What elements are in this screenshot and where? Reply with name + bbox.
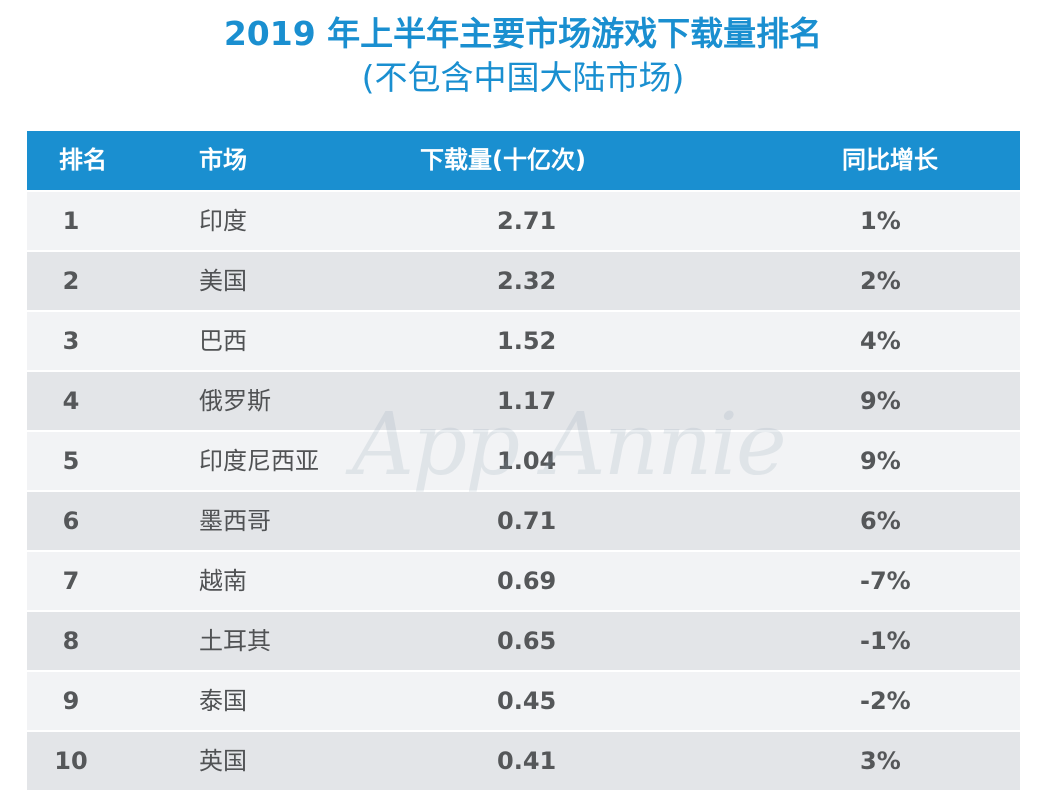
growth-cell: 1%: [860, 207, 901, 235]
table-row: 9 泰国 0.45 -2%: [27, 670, 1020, 730]
header-market: 市场: [199, 146, 247, 174]
rank-cell: 1: [62, 207, 80, 235]
table-row: 1 印度 2.71 1%: [27, 190, 1020, 250]
chart-title: 2019 年上半年主要市场游戏下载量排名 (不包含中国大陆市场): [0, 12, 1046, 100]
growth-cell: 4%: [860, 327, 901, 355]
table-header: 排名 市场 下载量(十亿次) 同比增长: [27, 131, 1020, 190]
rank-cell: 4: [62, 387, 80, 415]
table-row: 7 越南 0.69 -7%: [27, 550, 1020, 610]
ranking-table: 排名 市场 下载量(十亿次) 同比增长 1 印度 2.71 1% 2 美国 2.32 2% 3 巴…: [27, 131, 1020, 790]
growth-cell: -1%: [860, 627, 911, 655]
growth-cell: 2%: [860, 267, 901, 295]
market-cell: 俄罗斯: [199, 387, 271, 415]
downloads-cell: 0.45: [497, 687, 557, 715]
table-row: 4 俄罗斯 1.17 9%: [27, 370, 1020, 430]
growth-cell: 9%: [860, 387, 901, 415]
table-row: 6 墨西哥 0.71 6%: [27, 490, 1020, 550]
market-cell: 墨西哥: [199, 507, 271, 535]
table-row: 2 美国 2.32 2%: [27, 250, 1020, 310]
table-row: 10 英国 0.41 3%: [27, 730, 1020, 790]
title-line-2: (不包含中国大陆市场): [361, 58, 685, 97]
downloads-cell: 0.65: [497, 627, 557, 655]
rank-cell: 6: [62, 507, 80, 535]
rank-cell: 7: [62, 567, 80, 595]
downloads-cell: 1.17: [497, 387, 557, 415]
rank-cell: 8: [62, 627, 80, 655]
downloads-cell: 2.71: [497, 207, 557, 235]
downloads-cell: 0.69: [497, 567, 557, 595]
downloads-cell: 1.04: [497, 447, 557, 475]
market-cell: 泰国: [199, 687, 247, 715]
rank-cell: 5: [62, 447, 80, 475]
downloads-cell: 0.41: [497, 747, 557, 775]
header-rank: 排名: [59, 146, 107, 174]
market-cell: 美国: [199, 267, 247, 295]
table-row: 3 巴西 1.52 4%: [27, 310, 1020, 370]
growth-cell: 3%: [860, 747, 901, 775]
growth-cell: -2%: [860, 687, 911, 715]
downloads-cell: 0.71: [497, 507, 557, 535]
market-cell: 土耳其: [199, 627, 271, 655]
growth-cell: 9%: [860, 447, 901, 475]
table-row: 8 土耳其 0.65 -1%: [27, 610, 1020, 670]
rank-cell: 3: [62, 327, 80, 355]
growth-cell: 6%: [860, 507, 901, 535]
downloads-cell: 1.52: [497, 327, 557, 355]
market-cell: 英国: [199, 747, 247, 775]
rank-cell: 10: [54, 747, 88, 775]
market-cell: 巴西: [199, 327, 247, 355]
title-line-1: 2019 年上半年主要市场游戏下载量排名: [223, 14, 823, 53]
market-cell: 越南: [199, 567, 247, 595]
rank-cell: 2: [62, 267, 80, 295]
market-cell: 印度尼西亚: [199, 447, 319, 475]
growth-cell: -7%: [860, 567, 911, 595]
header-growth: 同比增长: [842, 146, 938, 174]
downloads-cell: 2.32: [497, 267, 557, 295]
table-row: 5 印度尼西亚 1.04 9%: [27, 430, 1020, 490]
table-body: 1 印度 2.71 1% 2 美国 2.32 2% 3 巴西 1.52 4% 4 俄罗斯 1.17 9% 5 印度…: [27, 190, 1020, 790]
rank-cell: 9: [62, 687, 80, 715]
header-downloads: 下载量(十亿次): [420, 146, 586, 174]
market-cell: 印度: [199, 207, 247, 235]
